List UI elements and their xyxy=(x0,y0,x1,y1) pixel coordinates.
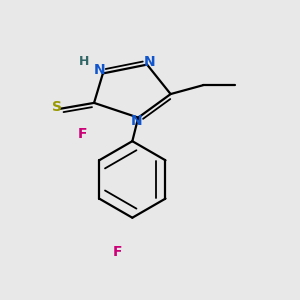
Text: N: N xyxy=(94,64,106,77)
Text: H: H xyxy=(79,55,89,68)
Text: F: F xyxy=(77,127,87,141)
Text: F: F xyxy=(113,244,122,259)
Text: N: N xyxy=(131,114,142,128)
Text: S: S xyxy=(52,100,62,114)
Text: N: N xyxy=(144,55,156,69)
